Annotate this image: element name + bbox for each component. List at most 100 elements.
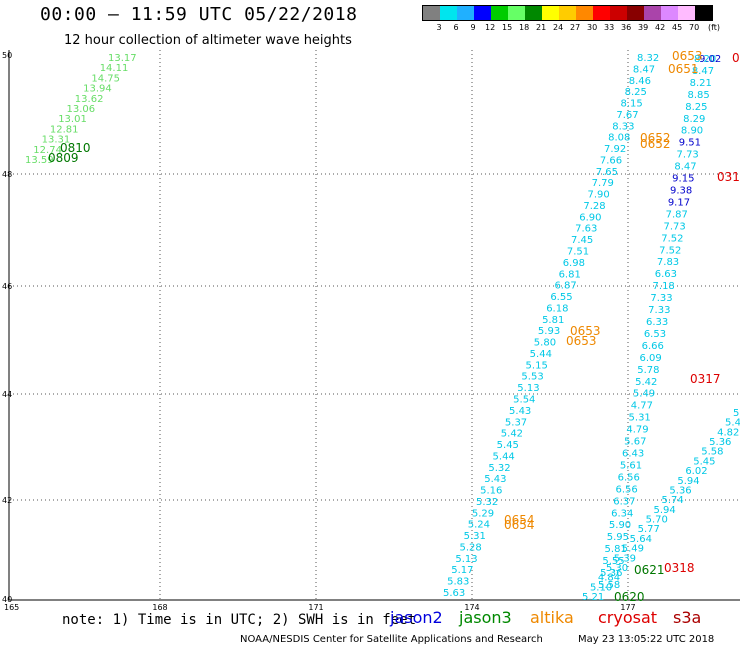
swh-value-label: 13.31 (42, 135, 71, 146)
swh-value-label: 5.90 (609, 520, 631, 531)
swh-value-label: 5.83 (447, 577, 469, 588)
swh-value-label: 7.51 (567, 247, 589, 258)
swh-value-label: 5.81 (542, 315, 564, 326)
satellite-jason2: jason2 (390, 608, 443, 627)
swh-value-label: 4.84 (598, 573, 620, 584)
swh-value-label: 5.36 (600, 568, 622, 579)
y-tick-label: 44 (2, 390, 12, 399)
swh-value-label: 12.81 (50, 124, 79, 135)
swh-value-label: 7.52 (661, 233, 683, 244)
swh-value-label: 5.45 (693, 456, 715, 467)
legend-swatch (508, 6, 525, 20)
pass-time-label: 0620 (614, 590, 645, 604)
swh-value-label: 5.43 (509, 406, 531, 417)
swh-value-label: 7.33 (648, 305, 670, 316)
pass-time-label: 0653 (566, 334, 597, 348)
legend-swatch (423, 6, 440, 20)
legend-swatch (644, 6, 661, 20)
swh-value-label: 13.59 (25, 155, 54, 166)
y-tick-label: 40 (2, 595, 12, 604)
swh-value-label: 5.55 (602, 556, 624, 567)
legend-label: 30 (587, 23, 598, 32)
y-tick-label: 46 (2, 282, 12, 291)
swh-value-label: 5.49 (622, 544, 644, 555)
legend-swatches (422, 5, 713, 21)
swh-value-label: 12.74 (33, 145, 62, 156)
pass-time-label: 0317 (690, 372, 721, 386)
legend-swatch (627, 6, 644, 20)
swh-value-label: 9.15 (672, 174, 694, 185)
legend-label: 12 (485, 23, 496, 32)
map-subtitle: 12 hour collection of altimeter wave hei… (64, 33, 352, 48)
swh-value-label: 5.77 (638, 524, 660, 535)
swh-value-label: 7.73 (677, 150, 699, 161)
swh-value-label: 6.98 (563, 258, 585, 269)
swh-value-label: 14.11 (100, 63, 129, 74)
swh-value-label: 13.62 (75, 94, 104, 105)
legend-label: 6 (453, 23, 459, 32)
swh-value-label: 5.67 (624, 437, 646, 448)
swh-value-label: 6.66 (642, 341, 664, 352)
x-tick-label: 168 (152, 603, 167, 612)
swh-value-label: 5.44 (530, 349, 552, 360)
x-tick-label: 165 (4, 603, 19, 612)
swh-value-label: 6.18 (546, 303, 568, 314)
swh-value-label: 6.53 (644, 329, 666, 340)
swh-value-label: 5.16 (480, 486, 502, 497)
y-tick-label: 50 (2, 51, 12, 60)
pass-time-label: 0317 (717, 170, 740, 184)
swh-value-label: 13.06 (67, 104, 96, 115)
swh-value-label: 5.17 (451, 565, 473, 576)
swh-value-label: 7.45 (571, 235, 593, 246)
swh-value-label: 7.67 (616, 110, 638, 121)
swh-value-label: 5.13 (517, 383, 539, 394)
swh-value-label: 5.24 (468, 520, 490, 531)
legend-label: 45 (672, 23, 683, 32)
legend-swatch (491, 6, 508, 20)
swh-value-label: 8.85 (687, 90, 709, 101)
swh-value-label: 5.32 (488, 463, 510, 474)
swh-value-label: 8.29 (683, 114, 705, 125)
legend-swatch (695, 6, 712, 20)
swh-value-label: 6.37 (613, 496, 635, 507)
swh-value-label: 7.65 (596, 167, 618, 178)
swh-value-label: 5.36 (669, 485, 691, 496)
legend-swatch (661, 6, 678, 20)
swh-value-label: 9.51 (679, 138, 701, 149)
swh-value-label: 5.37 (505, 417, 527, 428)
swh-value-label: 4.79 (626, 425, 648, 436)
swh-value-label: 5.31 (464, 531, 486, 542)
legend-swatch (440, 6, 457, 20)
swh-value-label: 5.43 (484, 474, 506, 485)
swh-value-label: 6.56 (615, 484, 637, 495)
legend-label: 21 (536, 23, 547, 32)
swh-value-label: 8.47 (692, 66, 714, 77)
legend-label: 9 (470, 23, 476, 32)
footer-note: note: 1) Time is in UTC; 2) SWH is in fe… (62, 612, 417, 628)
swh-value-label: 5.78 (637, 365, 659, 376)
legend-swatch (542, 6, 559, 20)
swh-value-label: 8.20 (694, 54, 716, 65)
swh-value-label: 6.09 (639, 353, 661, 364)
credit-line: NOAA/NESDIS Center for Satellite Applica… (240, 634, 543, 645)
satellite-s3a: s3a (673, 608, 702, 627)
legend-label: 3 (436, 23, 442, 32)
swh-value-label: 9.02 (699, 54, 721, 65)
swh-value-label: 5.13 (455, 554, 477, 565)
swh-value-label: 13.17 (108, 53, 137, 64)
swh-value-label: 7.18 (653, 281, 675, 292)
swh-value-label: 5.42 (501, 429, 523, 440)
swh-value-label: 5.58 (701, 447, 723, 458)
pass-time-label: 0654 (504, 513, 535, 527)
swh-value-label: 14.75 (91, 73, 120, 84)
pass-time-label: 0 (732, 51, 740, 65)
swh-value-label: 7.63 (575, 224, 597, 235)
swh-value-label: 5.94 (677, 476, 699, 487)
pass-time-label: 0653 (672, 49, 703, 63)
swh-value-label: 5.29 (472, 508, 494, 519)
swh-value-label: 6.56 (618, 472, 640, 483)
generation-timestamp: May 23 13:05:22 UTC 2018 (578, 634, 715, 645)
swh-value-label: 5.39 (614, 553, 636, 564)
swh-value-label: 5.31 (629, 413, 651, 424)
legend-swatch (593, 6, 610, 20)
